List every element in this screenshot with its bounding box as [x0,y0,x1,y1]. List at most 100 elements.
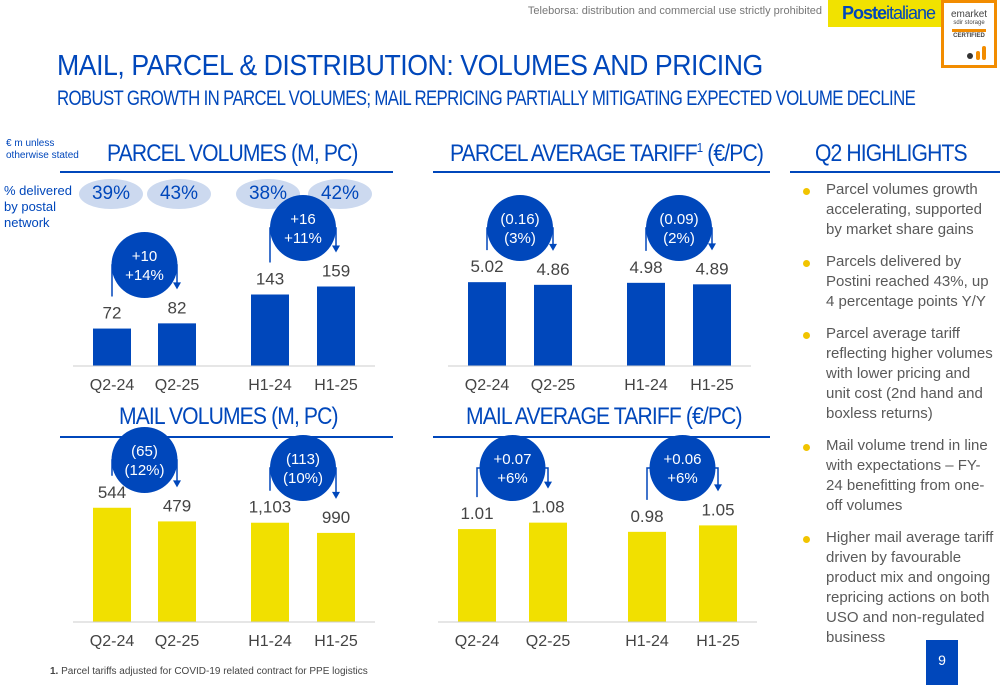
delta-value: +0.07 [494,451,532,468]
delta-value: +16 [290,211,315,228]
divider [60,436,393,438]
arrow-down-icon [544,481,552,489]
mail-tariff-title: MAIL AVERAGE TARIFF (€/PC) [466,403,742,430]
delta-circle [270,435,336,501]
x-tick-label: Q2-25 [531,377,576,394]
delta-circle [111,232,178,298]
page-number: 9 [926,640,958,685]
arrow-down-icon [173,282,181,290]
data-label: 1,103 [249,498,292,517]
pct-delivered-label: % delivered by postal network [4,183,72,230]
delta-value: +10 [132,248,157,265]
bar [458,529,496,622]
arrow-down-icon [708,243,716,251]
data-label: 4.89 [695,259,728,278]
bullet-icon [803,536,810,543]
bullet-icon [803,260,810,267]
bullet-icon [803,188,810,195]
pct-pill: 43% [147,179,211,209]
data-label: 159 [322,262,350,281]
page-title: MAIL, PARCEL & DISTRIBUTION: VOLUMES AND… [57,50,763,82]
data-label: 0.98 [630,507,663,526]
x-tick-label: Q2-25 [155,633,200,650]
data-label: 1.01 [460,504,493,523]
bar [529,522,567,622]
delta-value: (113) [286,451,320,468]
data-label: 1.05 [701,500,734,519]
data-label: 479 [163,496,191,515]
pct-pill: 39% [79,179,143,209]
x-tick-label: Q2-24 [455,633,500,650]
data-label: 1.08 [531,498,564,517]
x-tick-label: H1-25 [314,633,358,650]
delta-circle [479,435,546,501]
bar [468,282,506,366]
bullet-icon [803,444,810,451]
arrow-down-icon [332,491,340,499]
bar [534,284,572,366]
bar [628,531,666,622]
data-label: 990 [322,508,350,527]
delta-pct: (3%) [504,230,536,247]
highlight-item: Parcels delivered by Postini reached 43%… [800,252,995,312]
x-tick-label: Q2-24 [90,633,135,650]
delta-value: (65) [131,443,158,460]
x-tick-label: H1-25 [690,377,734,394]
delta-pct: +6% [667,470,697,487]
poste-italiane-logo: Posteitaliane [828,0,942,27]
x-tick-label: H1-25 [696,633,740,650]
delta-circle [487,195,553,261]
delta-pct: (12%) [124,462,164,479]
arrow-down-icon [714,484,722,492]
footnote: 1. Parcel tariffs adjusted for COVID-19 … [50,666,368,677]
divider [433,436,770,438]
x-tick-label: Q2-25 [526,633,571,650]
arrow-down-icon [332,245,340,253]
highlight-item: Parcel average tariff reflecting higher … [800,324,995,424]
x-tick-label: Q2-24 [90,377,135,394]
data-label: 544 [98,483,126,502]
delta-value: (0.16) [500,211,539,228]
bar [317,532,355,622]
data-label: 72 [103,304,122,323]
highlights-title: Q2 HIGHLIGHTS [815,140,968,167]
delta-circle [270,195,336,261]
arrow-down-icon [173,480,181,488]
data-label: 82 [168,298,187,317]
bar [317,286,355,366]
parcel-tariff-title: PARCEL AVERAGE TARIFF1 (€/PC) [450,140,764,167]
bar [627,282,665,366]
charts-canvas: 72 Q2-24 82 Q2-25 143 H1-24 159 H1-25 +10 +14% +16… [73,195,757,650]
data-label: 5.02 [470,257,503,276]
data-label: 4.98 [629,258,662,277]
bar [699,525,737,622]
highlight-item: Parcel volumes growth accelerating, supp… [800,180,995,240]
bar [158,521,196,622]
mail-volumes-title: MAIL VOLUMES (M, PC) [119,403,339,430]
bar [693,284,731,366]
parcel-volumes-title: PARCEL VOLUMES (M, PC) [107,140,358,167]
delta-value: +0.06 [664,451,702,468]
data-label: 4.86 [536,260,569,279]
highlights-list: Parcel volumes growth accelerating, supp… [800,180,995,660]
x-tick-label: Q2-24 [465,377,510,394]
divider [433,171,770,173]
highlight-item: Mail volume trend in line with expectati… [800,436,995,516]
bar [158,323,196,366]
x-tick-label: H1-24 [248,633,292,650]
delta-pct: +14% [125,267,164,284]
bar [251,294,289,366]
delta-pct: +6% [497,470,527,487]
highlight-item: Higher mail average tariff driven by fav… [800,528,995,648]
data-label: 143 [256,270,284,289]
x-tick-label: H1-25 [314,377,358,394]
x-tick-label: H1-24 [248,377,292,394]
watermark: Teleborsa: distribution and commercial u… [527,5,822,17]
bar [251,522,289,622]
delta-circle [111,427,178,493]
delta-circle [649,435,716,501]
delta-value: (0.09) [659,211,698,228]
x-tick-label: Q2-25 [155,377,200,394]
divider [790,171,1000,173]
